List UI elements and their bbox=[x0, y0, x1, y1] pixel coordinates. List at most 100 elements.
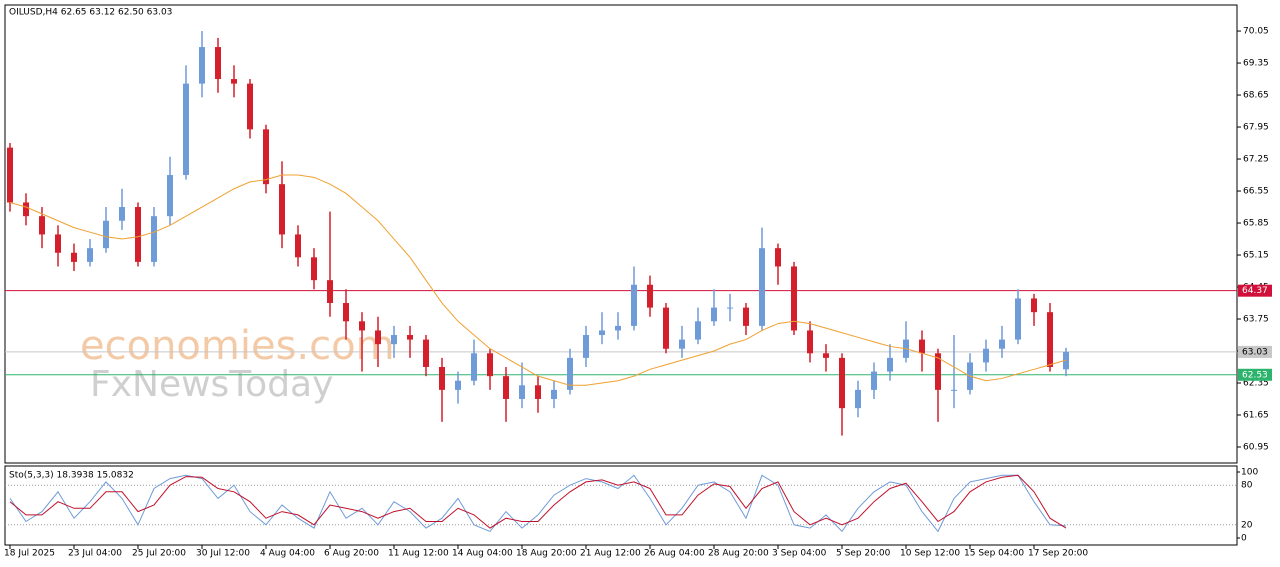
candle-body bbox=[775, 248, 781, 267]
candle-body bbox=[583, 335, 589, 358]
candle-body bbox=[7, 147, 13, 203]
x-tick-label: 15 Sep 04:00 bbox=[964, 549, 1024, 559]
candle-body bbox=[391, 335, 397, 345]
candle-body bbox=[279, 184, 285, 235]
candle-body bbox=[951, 389, 957, 391]
candle-body bbox=[439, 367, 445, 390]
candle-body bbox=[231, 79, 237, 84]
candle-body bbox=[887, 357, 893, 372]
candle-body bbox=[375, 330, 381, 345]
candle-body bbox=[615, 325, 621, 331]
candle-body bbox=[327, 280, 333, 304]
watermark: FxNewsToday bbox=[90, 364, 333, 405]
candle-body bbox=[215, 47, 221, 80]
y-tick-label: 65.85 bbox=[1243, 219, 1269, 229]
candle-body bbox=[87, 248, 93, 262]
x-tick-label: 25 Jul 20:00 bbox=[132, 549, 186, 559]
candle-body bbox=[423, 339, 429, 368]
moving-average bbox=[9, 174, 1067, 386]
candle-body bbox=[71, 252, 77, 262]
candle-body bbox=[343, 303, 349, 322]
candle-body bbox=[167, 175, 173, 217]
candle-body bbox=[695, 321, 701, 340]
x-tick-label: 4 Aug 04:00 bbox=[260, 549, 315, 559]
candle-body bbox=[759, 248, 765, 326]
x-tick-label: 5 Sep 20:00 bbox=[836, 549, 891, 559]
candle-body bbox=[487, 353, 493, 377]
candle-body bbox=[647, 284, 653, 308]
watermark: economies.com bbox=[80, 323, 395, 369]
candle-body bbox=[679, 339, 685, 349]
candle-body bbox=[55, 234, 61, 253]
candle-body bbox=[23, 202, 29, 217]
y-tick-label: 66.55 bbox=[1243, 187, 1269, 197]
level-tag bbox=[1238, 345, 1272, 358]
x-tick-label: 23 Jul 04:00 bbox=[68, 549, 122, 559]
stochastic-line bbox=[9, 474, 1067, 529]
level-label: 64.37 bbox=[1242, 286, 1268, 296]
candle-body bbox=[295, 234, 301, 258]
x-tick-label: 18 Aug 20:00 bbox=[516, 549, 577, 559]
candle-body bbox=[711, 307, 717, 322]
candle-body bbox=[471, 353, 477, 381]
y-tick-label: 63.75 bbox=[1243, 315, 1269, 325]
x-tick-label: 28 Aug 20:00 bbox=[708, 549, 769, 559]
y-tick-label: 67.95 bbox=[1243, 123, 1269, 133]
candle-body bbox=[151, 216, 157, 262]
x-tick-label: 17 Sep 20:00 bbox=[1028, 549, 1088, 559]
candle-body bbox=[791, 266, 797, 331]
candle-body bbox=[663, 307, 669, 349]
candle-body bbox=[823, 353, 829, 358]
y-tick-label: 62.35 bbox=[1243, 379, 1269, 389]
candle-body bbox=[1047, 312, 1053, 368]
candle-body bbox=[535, 385, 541, 400]
candle-body bbox=[855, 389, 861, 409]
candle-body bbox=[599, 330, 605, 336]
candle-body bbox=[919, 339, 925, 354]
level-tag bbox=[1238, 368, 1272, 381]
candle-body bbox=[935, 353, 941, 390]
x-tick-label: 30 Jul 12:00 bbox=[196, 549, 250, 559]
x-tick-label: 6 Aug 20:00 bbox=[324, 549, 379, 559]
candle-body bbox=[407, 335, 413, 340]
candle-body bbox=[567, 357, 573, 390]
stochastic-panel bbox=[4, 465, 1238, 546]
x-tick-label: 18 Jul 2025 bbox=[4, 549, 55, 559]
candle-body bbox=[631, 284, 637, 326]
candle-body bbox=[455, 380, 461, 390]
candle-body bbox=[135, 207, 141, 262]
y-tick-label: 80 bbox=[1241, 481, 1253, 491]
candle-body bbox=[999, 339, 1005, 349]
candle-body bbox=[247, 83, 253, 130]
main-panel bbox=[4, 4, 1238, 464]
candle-body bbox=[39, 216, 45, 235]
candle-body bbox=[839, 357, 845, 409]
y-tick-label: 68.65 bbox=[1243, 91, 1269, 101]
y-tick-label: 20 bbox=[1241, 520, 1253, 530]
candle-body bbox=[871, 371, 877, 390]
candle-body bbox=[743, 307, 749, 326]
stochastic-line bbox=[9, 474, 1067, 533]
indicator-title: Sto(5,3,3) 18.3938 15.0832 bbox=[9, 471, 134, 481]
x-tick-label: 14 Aug 04:00 bbox=[452, 549, 513, 559]
y-tick-label: 100 bbox=[1241, 468, 1258, 478]
level-tag bbox=[1238, 284, 1272, 297]
candle-body bbox=[263, 129, 269, 185]
candle-body bbox=[119, 207, 125, 221]
x-tick-label: 10 Sep 12:00 bbox=[900, 549, 960, 559]
y-tick-label: 67.25 bbox=[1243, 155, 1269, 165]
candle-body bbox=[103, 220, 109, 249]
y-tick-label: 65.15 bbox=[1243, 251, 1269, 261]
x-tick-label: 26 Aug 04:00 bbox=[644, 549, 705, 559]
symbol-header: OILUSD,H4 62.65 63.12 62.50 63.03 bbox=[9, 8, 172, 18]
y-tick-label: 60.95 bbox=[1243, 443, 1269, 453]
candle-body bbox=[807, 330, 813, 354]
candle-body bbox=[183, 83, 189, 176]
y-tick-label: 69.35 bbox=[1243, 59, 1269, 69]
candle-body bbox=[727, 307, 733, 309]
candle-body bbox=[199, 47, 205, 84]
level-label: 63.03 bbox=[1242, 347, 1268, 357]
candle-body bbox=[503, 376, 509, 400]
